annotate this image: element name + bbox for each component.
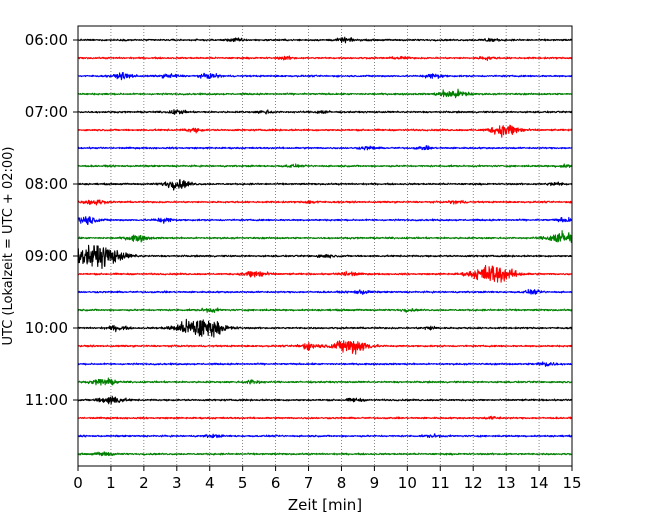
trace-1015: [77, 340, 573, 355]
trace-1000: [77, 318, 573, 338]
x-axis-label: Zeit [min]: [288, 496, 362, 514]
trace-0800: [77, 179, 573, 191]
trace-0730: [77, 145, 573, 151]
x-tick-label: 9: [370, 474, 380, 492]
x-tick-label: 8: [337, 474, 347, 492]
x-tick-label: 12: [464, 474, 483, 492]
trace-0715: [77, 124, 573, 138]
x-tick-label: 5: [238, 474, 248, 492]
trace-0745: [77, 163, 573, 169]
trace-0830: [77, 216, 573, 226]
plot-frame: [77, 25, 573, 467]
y-tick-label: 10:00: [25, 319, 68, 337]
x-axis-ticks: 0 1 2 3 4 5 6 7 8 9 10 11 12 13 14 15: [73, 466, 582, 492]
x-tick-label: 10: [398, 474, 417, 492]
trace-1145: [77, 451, 573, 457]
trace-0615: [77, 55, 573, 62]
trace-1115: [77, 415, 573, 420]
trace-0900: [77, 244, 573, 270]
trace-0845: [77, 230, 573, 244]
trace-1130: [77, 433, 573, 439]
trace-1100: [77, 395, 573, 405]
vertical-grid: [110, 26, 540, 466]
trace-0700: [77, 109, 573, 115]
trace-0645: [77, 88, 573, 99]
x-tick-label: 0: [73, 474, 83, 492]
y-tick-label: 11:00: [25, 391, 68, 409]
x-tick-label: 1: [106, 474, 116, 492]
x-tick-label: 7: [304, 474, 314, 492]
trace-0930: [77, 288, 573, 295]
x-tick-label: 4: [205, 474, 215, 492]
trace-0915: [77, 264, 573, 283]
trace-0945: [77, 307, 573, 313]
trace-0600: [77, 36, 573, 44]
x-tick-label: 15: [562, 474, 581, 492]
trace-group: [77, 36, 573, 457]
trace-0630: [77, 71, 573, 81]
x-tick-label: 13: [497, 474, 516, 492]
x-tick-label: 3: [172, 474, 182, 492]
y-tick-label: 08:00: [25, 175, 68, 193]
y-axis-ticks: 06:00 07:00 08:00 09:00 10:00 11:00: [25, 31, 78, 409]
y-tick-label: 09:00: [25, 247, 68, 265]
x-tick-label: 11: [431, 474, 450, 492]
x-tick-label: 2: [139, 474, 149, 492]
trace-1030: [77, 361, 573, 367]
trace-1045: [77, 377, 573, 386]
x-tick-label: 6: [271, 474, 281, 492]
y-tick-label: 07:00: [25, 103, 68, 121]
trace-0815: [77, 199, 573, 206]
y-tick-label: 06:00: [25, 31, 68, 49]
y-axis-label: UTC (Lokalzeit = UTC + 02:00): [1, 147, 16, 346]
x-tick-label: 14: [530, 474, 549, 492]
